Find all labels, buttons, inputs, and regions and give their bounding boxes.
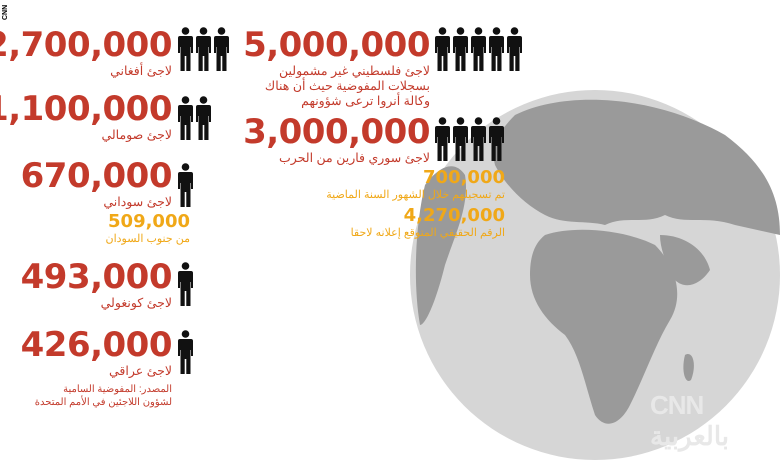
stat-sudanese: 670,000 لاجئ سوداني [20, 156, 173, 210]
stat-number: 1,100,000 [0, 89, 172, 129]
note-expected: 4,270,000 الرقم الحقيقي المتوقع إعلانه ل… [351, 206, 505, 240]
stat-label: لاجئ أفغاني [110, 64, 172, 78]
people-icons [178, 27, 229, 71]
note-number: 700,000 [423, 167, 505, 188]
cnn-tag: CNN [2, 4, 9, 20]
person-icon [489, 117, 504, 161]
note-label: تم تسجيلهم خلال الشهور السنة الماضية [326, 189, 505, 201]
source-line-2: لشؤون اللاجئين في الأمم المتحدة [34, 397, 172, 408]
people-icons [178, 96, 211, 140]
stat-label: لاجئ سوداني [103, 195, 172, 209]
people-icons [178, 330, 193, 374]
stat-label-line-1: لاجئ فلسطيني غير مشمولين [278, 64, 430, 78]
note-label: الرقم الحقيقي المتوقع إعلانه لاحقا [350, 227, 505, 239]
stat-label: لاجئ صومالي [101, 128, 172, 142]
stat-number: 493,000 [20, 257, 173, 297]
globe-continent-africa [530, 229, 678, 424]
people-icons [178, 262, 193, 306]
person-icon [196, 27, 211, 71]
person-icon [507, 27, 522, 71]
person-icon [178, 163, 193, 207]
person-icon [214, 27, 229, 71]
stat-syrian: 3,000,000 لاجئ سوري فارين من الحرب [243, 113, 430, 166]
globe-continent-europe-asia [493, 99, 780, 236]
people-icons [178, 163, 193, 207]
person-icon [489, 27, 504, 71]
person-icon [453, 117, 468, 161]
stat-label: لاجئ سوري فارين من الحرب [279, 151, 430, 165]
people-icons [435, 117, 504, 161]
globe-illustration [410, 90, 780, 460]
stat-number: 670,000 [20, 156, 173, 196]
person-icon [435, 117, 450, 161]
stat-label-line-2: بسجلات المفوضية حيث أن هناك [264, 79, 430, 93]
stat-number: 426,000 [20, 325, 173, 365]
person-icon [471, 117, 486, 161]
person-icon [453, 27, 468, 71]
sub-label: من جنوب السودان [105, 233, 190, 245]
person-icon [178, 96, 193, 140]
person-icon [178, 27, 193, 71]
person-icon [471, 27, 486, 71]
stat-afghan: 2,700,000 لاجئ أفغاني [0, 26, 172, 79]
globe-continent-americas [415, 166, 466, 325]
sub-number: 509,000 [108, 211, 190, 232]
stat-palestinian: 5,000,000 لاجئ فلسطيني غير مشمولين بسجلا… [243, 26, 430, 109]
person-icon [178, 262, 193, 306]
note-registered: 700,000 تم تسجيلهم خلال الشهور السنة الم… [326, 168, 505, 202]
globe-madagascar [683, 354, 694, 381]
stat-number: 3,000,000 [243, 112, 430, 152]
stat-congolese: 493,000 لاجئ كونغولي [20, 257, 173, 311]
person-icon [435, 27, 450, 71]
stat-south-sudan: 509,000 من جنوب السودان [106, 212, 190, 246]
stat-label: لاجئ كونغولي [100, 296, 172, 310]
stat-somali: 1,100,000 لاجئ صومالي [0, 90, 172, 143]
stat-number: 5,000,000 [243, 25, 430, 65]
globe-continent-arabia [660, 235, 710, 286]
stat-label-line-3: وكالة أنروا ترعى شؤونهم [301, 94, 430, 108]
stat-label: لاجئ عراقي [109, 364, 172, 378]
people-icons [435, 27, 522, 71]
stat-iraqi: 426,000 لاجئ عراقي المصدر: المفوضية السا… [20, 325, 173, 409]
person-icon [196, 96, 211, 140]
note-number: 4,270,000 [403, 205, 505, 226]
cnn-arabic-logo: CNN بالعربية [650, 390, 730, 451]
stat-number: 2,700,000 [0, 25, 172, 65]
person-icon [178, 330, 193, 374]
source-line-1: المصدر: المفوضية السامية [63, 384, 172, 395]
